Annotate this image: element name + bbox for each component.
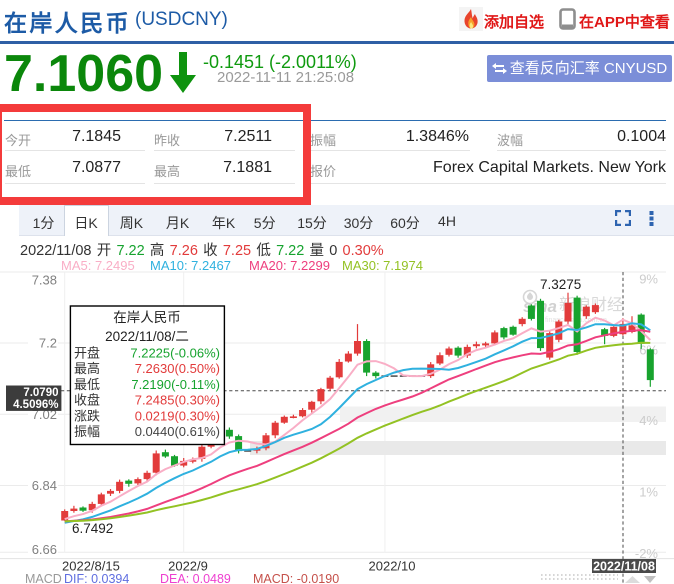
- svg-text:7.38: 7.38: [32, 273, 57, 288]
- svg-text:2022/8/15: 2022/8/15: [62, 559, 120, 574]
- svg-text:7.2190(-0.11%): 7.2190(-0.11%): [131, 377, 220, 392]
- svg-text:最低: 最低: [74, 377, 100, 392]
- svg-text:DEA: 0.0489: DEA: 0.0489: [160, 572, 231, 584]
- svg-text:最高: 最高: [74, 361, 100, 376]
- svg-text:6.84: 6.84: [32, 478, 57, 493]
- svg-text:0.0440(0.61%): 0.0440(0.61%): [135, 424, 220, 439]
- svg-text:4%: 4%: [639, 413, 658, 428]
- svg-text:2022/10: 2022/10: [369, 559, 416, 574]
- svg-text:0.0219(0.30%): 0.0219(0.30%): [135, 408, 220, 423]
- svg-text:2022/11/08/二: 2022/11/08/二: [105, 329, 189, 344]
- svg-text:9%: 9%: [639, 272, 658, 287]
- svg-text:涨跌: 涨跌: [74, 408, 100, 423]
- svg-text:7.2225(-0.06%): 7.2225(-0.06%): [130, 346, 220, 361]
- svg-text:MACD: -0.0190: MACD: -0.0190: [253, 572, 339, 584]
- svg-text:-2%: -2%: [635, 546, 659, 561]
- svg-text:6.66: 6.66: [32, 542, 57, 557]
- svg-text:7.2630(0.50%): 7.2630(0.50%): [135, 361, 220, 376]
- svg-text:7.2485(0.30%): 7.2485(0.30%): [135, 393, 220, 408]
- svg-text:开盘: 开盘: [74, 346, 100, 361]
- svg-text:DIF: 0.0394: DIF: 0.0394: [64, 572, 129, 584]
- svg-text:7.0790: 7.0790: [23, 387, 58, 399]
- svg-text:MACD: MACD: [25, 572, 62, 584]
- svg-text:振幅: 振幅: [74, 424, 100, 439]
- svg-text:2022/11/08: 2022/11/08: [593, 560, 655, 574]
- svg-text:2022/9: 2022/9: [168, 559, 208, 574]
- svg-text:在岸人民币: 在岸人民币: [113, 310, 181, 325]
- svg-text:1%: 1%: [639, 485, 658, 500]
- svg-text:收盘: 收盘: [74, 393, 100, 408]
- svg-text:6.7492: 6.7492: [72, 521, 113, 536]
- svg-text:4.5096%: 4.5096%: [13, 399, 58, 411]
- svg-text:7.2: 7.2: [39, 336, 57, 351]
- svg-text:7.3275: 7.3275: [540, 277, 581, 292]
